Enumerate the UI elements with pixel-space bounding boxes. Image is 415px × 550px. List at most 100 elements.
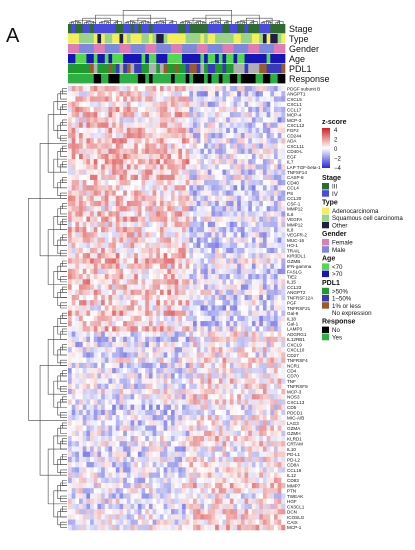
dendrogram-branch [251,21,258,24]
heatmap-cell [108,227,113,233]
heatmap-cell [251,341,256,348]
heatmap-cell [82,383,87,390]
heatmap-cell [174,294,179,301]
heatmap-cell [137,206,142,212]
heatmap-cell [174,91,179,97]
heatmap-cell [270,200,275,207]
heatmap-cell [97,362,102,369]
track-label-type: Type [289,34,309,44]
heatmap-cell [126,253,131,259]
heatmap-cell [68,143,72,149]
heatmap-cell [79,368,84,374]
track-cell [119,54,124,64]
track-cell [189,74,194,84]
heatmap-cell [270,336,275,343]
heatmap-cell [167,211,172,217]
heatmap-cell [281,294,286,301]
heatmap-cell [108,435,113,442]
track-cell [182,64,187,74]
heatmap-cell [123,112,128,118]
heatmap-cell [170,253,175,259]
heatmap-cell [270,247,275,254]
heatmap-cell [137,274,142,280]
heatmap-cell [193,331,198,338]
heatmap-cell [130,122,135,129]
heatmap-cell [262,253,267,259]
heatmap-cell [115,138,120,144]
heatmap-cell [259,383,264,390]
track-cell [281,24,286,34]
heatmap-cell [119,321,124,327]
heatmap-cell [196,347,201,353]
heatmap-cell [189,237,194,243]
track-cell [174,34,179,44]
heatmap-cell [259,117,264,123]
heatmap-cell [75,362,80,369]
heatmap-cell [163,138,168,144]
heatmap-cell [189,247,194,254]
heatmap-cell [196,310,201,317]
heatmap-cell [273,341,278,348]
heatmap-cell [240,467,245,473]
heatmap-cell [174,159,179,165]
heatmap-cell [126,378,131,385]
heatmap-cell [189,326,194,332]
heatmap-cell [178,357,183,364]
heatmap-cell [156,200,161,207]
heatmap-cell [207,336,212,343]
heatmap-cell [218,300,223,306]
heatmap-cell [255,388,260,395]
dendrogram-branch [132,22,137,24]
heatmap-cell [270,425,275,432]
track-cell [170,74,176,84]
heatmap-cell [248,185,253,191]
track-cell [233,34,238,44]
heatmap-cell [233,341,238,348]
heatmap-cell [90,138,95,144]
heatmap-cell [251,352,256,358]
heatmap-cell [240,425,245,432]
heatmap-cell [226,263,231,270]
heatmap-cell [148,435,153,442]
dendrogram-branch [60,456,67,466]
heatmap-cell [82,159,87,165]
heatmap-cell [178,331,183,338]
heatmap-cell [237,279,242,285]
track-cell [207,34,212,44]
track-cell [137,24,142,34]
heatmap-cell [163,310,168,317]
heatmap-cell [211,388,216,395]
heatmap-cell [178,347,183,353]
heatmap-cell [240,368,245,374]
heatmap-cell [233,263,238,270]
heatmap-cell [251,462,256,468]
heatmap-cell [251,435,256,442]
heatmap-cell [152,409,157,416]
heatmap-cell [182,122,186,129]
dendrogram-branch [69,22,74,24]
track-cell [218,34,223,44]
heatmap-cell [145,441,150,447]
track-cell [218,64,223,74]
heatmap-cell [90,300,95,306]
heatmap-cell [200,477,205,484]
heatmap-cell [130,305,135,311]
heatmap-cell [189,211,194,217]
heatmap-cell [174,305,179,311]
track-cell [97,64,102,74]
heatmap-cell [185,153,190,160]
heatmap-cell [71,451,76,458]
heatmap-cell [145,237,150,243]
heatmap-cell [108,106,113,113]
heatmap-cell [174,378,179,385]
heatmap-cell [204,326,209,332]
heatmap-cell [130,477,135,484]
heatmap-cell [123,336,128,343]
heatmap-cell [130,237,135,243]
heatmap-cell [75,441,80,447]
heatmap-cell [229,451,234,458]
heatmap-cell [281,96,286,102]
heatmap-cell [82,326,87,332]
track-cell [251,34,256,44]
heatmap-cell [68,96,72,102]
